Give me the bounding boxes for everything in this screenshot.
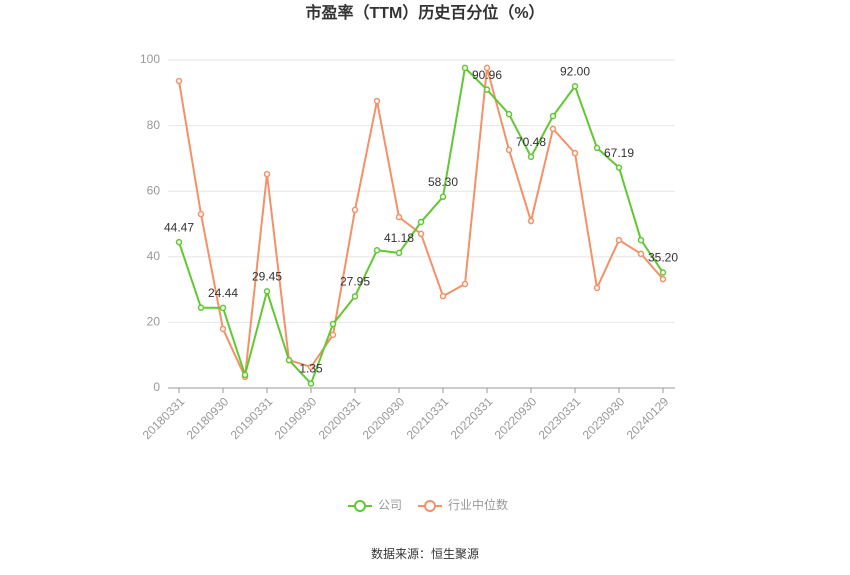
- legend-label: 公司: [378, 498, 402, 512]
- y-tick-label: 20: [147, 315, 161, 329]
- data-point: [461, 64, 469, 72]
- data-point: [263, 288, 271, 295]
- source-note: 数据来源：恒生聚源: [371, 546, 479, 561]
- data-point: [593, 144, 601, 152]
- data-point: [285, 356, 293, 364]
- y-tick-label: 80: [147, 118, 161, 132]
- data-point: [197, 304, 205, 311]
- data-point: [527, 153, 535, 161]
- data-label: 27.95: [340, 274, 370, 288]
- data-label: 24.44: [208, 286, 238, 300]
- data-point: [637, 250, 645, 258]
- series-line: [178, 65, 664, 386]
- data-point: [395, 213, 403, 221]
- x-tick-label: 20210331: [404, 394, 452, 442]
- data-point: [417, 230, 425, 238]
- data-point: [439, 292, 447, 300]
- data-point: [505, 146, 513, 154]
- data-point: [373, 246, 381, 254]
- x-tick-label: 20190331: [228, 394, 276, 442]
- x-tick-label: 20200331: [316, 394, 364, 442]
- data-point: [219, 304, 227, 312]
- data-point: [549, 112, 557, 120]
- x-tick-label: 20180331: [140, 394, 188, 442]
- data-point: [307, 363, 315, 371]
- x-tick-label: 20190930: [272, 394, 320, 442]
- data-label: 35.20: [648, 251, 678, 265]
- data-label: 58.30: [428, 175, 458, 189]
- data-label: 41.18: [384, 231, 414, 245]
- y-tick-label: 40: [147, 249, 161, 263]
- data-point: [593, 284, 601, 292]
- data-label: 29.45: [252, 270, 282, 284]
- data-point: [659, 269, 667, 276]
- data-point: [571, 149, 579, 157]
- data-point: [395, 249, 403, 257]
- legend-marker: [354, 500, 366, 512]
- data-point: [417, 218, 425, 226]
- data-point: [483, 86, 491, 93]
- data-point: [461, 280, 469, 288]
- y-tick-label: 60: [147, 183, 161, 197]
- data-point: [659, 275, 667, 283]
- data-point: [197, 210, 205, 218]
- data-point: [483, 64, 491, 72]
- data-point: [351, 206, 359, 214]
- data-point: [307, 380, 315, 387]
- data-label: 70.48: [516, 135, 546, 149]
- y-tick-label: 0: [153, 380, 160, 394]
- data-point: [175, 238, 183, 246]
- data-point: [527, 217, 535, 225]
- data-point: [615, 236, 623, 244]
- data-label: 44.47: [164, 220, 194, 234]
- data-label: 67.19: [604, 146, 634, 160]
- data-point: [329, 331, 337, 339]
- data-point: [637, 236, 645, 244]
- x-tick-label: 20220930: [492, 394, 540, 442]
- data-point: [351, 293, 359, 300]
- data-label: 92.00: [560, 64, 590, 78]
- data-point: [549, 125, 557, 133]
- data-point: [241, 371, 249, 379]
- data-label: 90.96: [472, 68, 502, 82]
- data-point: [505, 110, 513, 118]
- x-tick-label: 20230930: [580, 394, 628, 442]
- x-tick-label: 20200930: [360, 394, 408, 442]
- data-point: [439, 193, 447, 201]
- x-tick-label: 20240129: [624, 394, 672, 442]
- x-tick-label: 20180930: [184, 394, 232, 442]
- data-label: 1.35: [299, 362, 323, 376]
- data-point: [373, 97, 381, 105]
- data-point: [571, 82, 579, 90]
- data-point: [175, 77, 183, 85]
- data-point: [615, 164, 623, 171]
- x-tick-label: 20230331: [536, 394, 584, 442]
- data-point: [219, 325, 227, 333]
- data-point: [329, 320, 337, 328]
- x-tick-label: 20220331: [448, 394, 496, 442]
- data-point: [263, 170, 271, 178]
- chart-title: 市盈率（TTM）历史百分位（%）: [305, 3, 544, 22]
- legend-label: 行业中位数: [448, 497, 508, 512]
- legend-marker: [424, 500, 437, 512]
- y-tick-label: 100: [140, 52, 160, 66]
